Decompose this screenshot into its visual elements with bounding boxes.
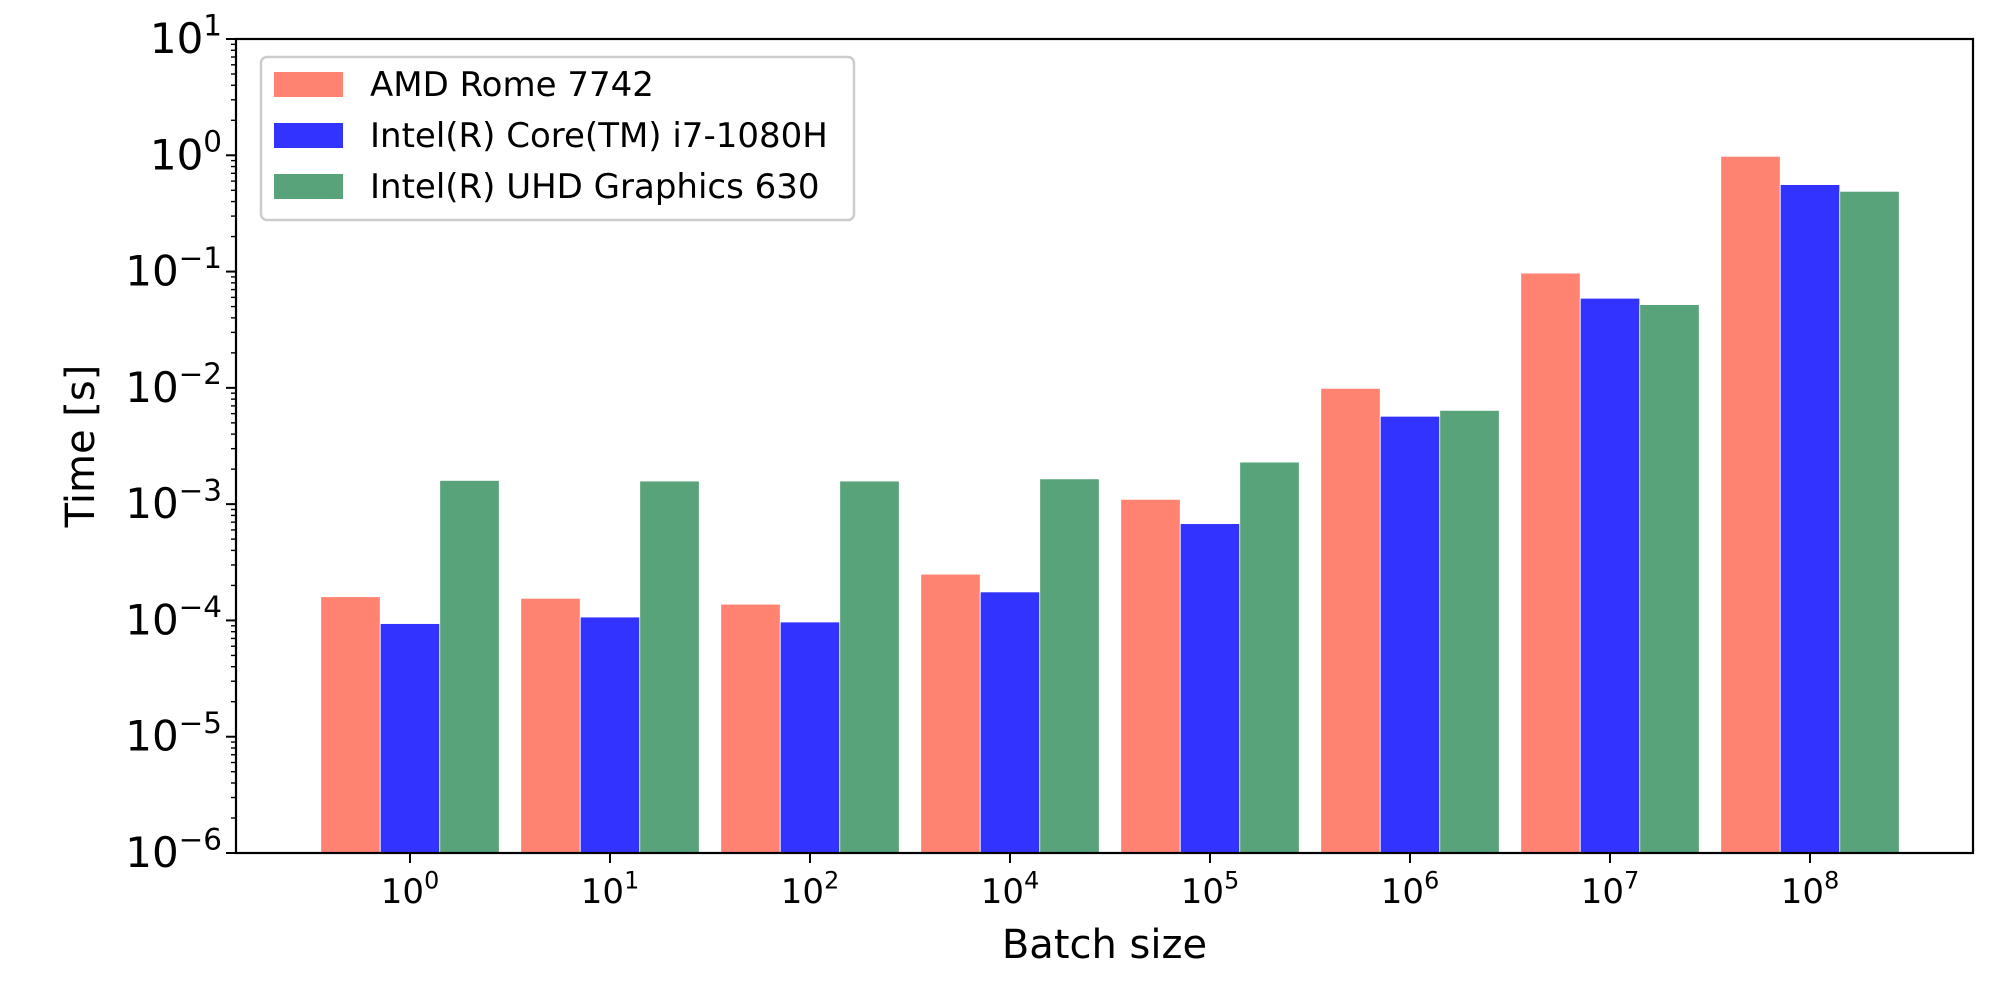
x-tick-label: 107: [1581, 867, 1639, 912]
x-tick-label-exponent: 4: [1024, 867, 1039, 895]
x-tick-label-base: 10: [381, 872, 424, 912]
x-tick-label: 100: [381, 867, 439, 912]
x-tick-label-base: 10: [1381, 872, 1424, 912]
y-tick-label: 101: [150, 8, 222, 63]
x-tick-label-base: 10: [1781, 872, 1824, 912]
x-tick-label: 101: [581, 867, 639, 912]
x-tick-label-exponent: 2: [824, 867, 839, 895]
y-tick-label-base: 10: [125, 363, 178, 412]
bar: [1720, 155, 1781, 854]
bar: [379, 623, 441, 854]
x-tick-label: 108: [1781, 867, 1839, 912]
legend-label: AMD Rome 7742: [370, 65, 654, 105]
x-tick-label: 105: [1181, 867, 1239, 912]
y-tick-label-exponent: −1: [179, 241, 222, 275]
y-tick-label-exponent: −4: [179, 590, 222, 624]
bar: [1179, 523, 1241, 854]
x-tick-label-base: 10: [1181, 872, 1224, 912]
y-tick-label-base: 10: [125, 595, 178, 644]
y-tick-label-base: 10: [125, 247, 178, 296]
y-tick-label: 10−4: [125, 590, 222, 645]
x-tick-label-base: 10: [581, 872, 624, 912]
x-tick-label: 106: [1381, 867, 1439, 912]
y-tick-label-base: 10: [125, 828, 178, 877]
bar: [1520, 272, 1581, 854]
legend-swatch: [274, 174, 343, 199]
y-tick-label-exponent: 1: [203, 8, 222, 42]
y-tick-label-base: 10: [125, 712, 178, 761]
bars: [320, 155, 1900, 854]
bar: [1439, 409, 1500, 854]
bar: [979, 591, 1041, 854]
bar: [439, 480, 500, 854]
y-tick-label-exponent: 0: [203, 125, 222, 159]
legend-box: [259, 55, 856, 222]
y-tick-label-base: 10: [150, 130, 203, 179]
x-tick-label-exponent: 6: [1424, 867, 1439, 895]
y-tick-label: 100: [150, 125, 222, 180]
bar: [1120, 498, 1181, 854]
bar: [1639, 304, 1700, 854]
bar: [1579, 297, 1641, 854]
bar: [1239, 461, 1300, 854]
y-tick-label: 10−5: [125, 706, 222, 761]
x-tick-label-exponent: 0: [424, 867, 439, 895]
y-axis-label: Time [s]: [58, 365, 104, 529]
bar: [1839, 190, 1900, 854]
bar: [520, 597, 581, 854]
x-axis-label: Batch size: [1002, 922, 1207, 968]
legend-swatch: [274, 72, 343, 97]
x-tick-label-base: 10: [1581, 872, 1624, 912]
bar: [1379, 415, 1441, 854]
x-axis: 100 101 102 104 105 106 107 108: [381, 853, 1839, 912]
legend-label: Intel(R) Core(TM) i7-1080H: [370, 116, 828, 156]
y-tick-label-base: 10: [125, 479, 178, 528]
legend-label: Intel(R) UHD Graphics 630: [370, 167, 820, 207]
y-tick-label: 10−3: [125, 474, 222, 529]
x-tick-label: 104: [981, 867, 1039, 912]
bar: [779, 621, 841, 854]
x-tick-label-exponent: 7: [1624, 867, 1639, 895]
x-tick-label-base: 10: [781, 872, 824, 912]
x-tick-label-base: 10: [981, 872, 1024, 912]
bar: [579, 616, 641, 854]
y-tick-label: 10−6: [125, 822, 222, 877]
y-tick-label-exponent: −2: [179, 357, 222, 391]
bar: [1039, 478, 1100, 854]
y-tick-label-exponent: −3: [179, 474, 222, 508]
bar: [1320, 387, 1381, 854]
bar: [839, 480, 900, 854]
plot-area-frame: [234, 37, 1975, 855]
x-tick-label-exponent: 8: [1824, 867, 1839, 895]
y-tick-label: 10−1: [125, 241, 222, 296]
bar: [639, 480, 700, 854]
bar: [320, 596, 381, 854]
y-tick-label: 10−2: [125, 357, 222, 412]
bar: [920, 573, 981, 854]
legend: AMD Rome 7742 Intel(R) Core(TM) i7-1080H I…: [259, 55, 856, 222]
x-tick-label-exponent: 1: [624, 867, 639, 895]
x-tick-label-exponent: 5: [1224, 867, 1239, 895]
bar: [1779, 184, 1841, 854]
y-tick-label-exponent: −5: [179, 706, 222, 740]
y-tick-label-exponent: −6: [179, 822, 222, 856]
x-tick-label: 102: [781, 867, 839, 912]
bar: [720, 603, 781, 854]
y-tick-label-base: 10: [150, 14, 203, 63]
legend-swatch: [274, 123, 343, 148]
